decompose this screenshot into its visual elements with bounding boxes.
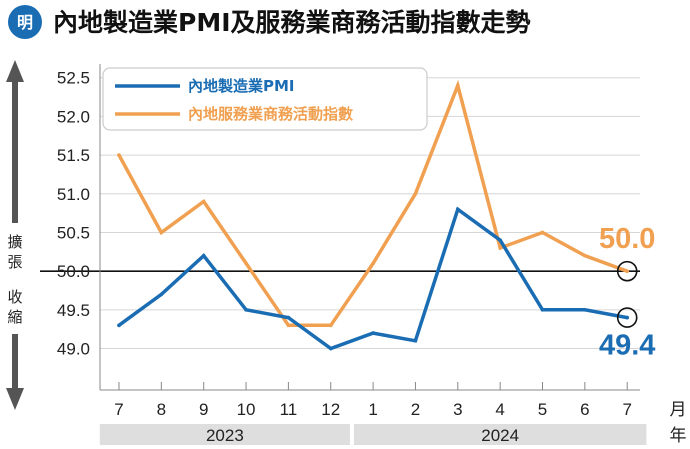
data-point [625, 269, 629, 273]
legend: 內地製造業PMI 內地服務業商務活動指數 [102, 67, 428, 131]
data-point [413, 191, 418, 196]
data-point [583, 253, 587, 258]
year-label: 2023 [206, 426, 244, 445]
arrow-down-head [6, 388, 24, 410]
x-tick-label: 1 [368, 400, 377, 419]
arrow-up-shaft [12, 80, 18, 223]
data-point [625, 315, 629, 320]
arrow-up-head [6, 60, 24, 82]
chart-title: 內地製造業PMI及服務業商務活動指數走勢 [53, 8, 531, 37]
label-contract-1: 收 [7, 288, 22, 306]
arrow-down-shaft [12, 334, 18, 390]
data-point [498, 238, 502, 243]
x-tick-label: 5 [538, 400, 547, 419]
x-tick-label: 3 [453, 400, 462, 419]
y-tick-label: 51.0 [57, 185, 90, 204]
x-unit-month: 月 [670, 400, 687, 420]
data-point [328, 323, 333, 328]
end-marker-circle [616, 260, 638, 282]
x-unit-year: 年 [670, 426, 687, 446]
data-point [413, 338, 418, 343]
data-point [456, 207, 460, 212]
series-line-manufacturing [117, 206, 629, 351]
x-tick-label: 12 [321, 400, 340, 419]
header: 明 內地製造業PMI及服務業商務活動指數走勢 [8, 5, 531, 39]
y-tick-label: 50.0 [57, 262, 90, 281]
label-contract-2: 縮 [7, 308, 22, 326]
badge-text: 明 [17, 13, 33, 32]
data-point [244, 261, 248, 266]
data-point [371, 261, 375, 266]
y-tick-label: 50.5 [57, 223, 90, 242]
y-tick-label: 52.5 [57, 69, 90, 88]
legend-label-manufacturing: 內地製造業PMI [188, 77, 295, 95]
data-point [286, 323, 291, 328]
legend-box [102, 67, 428, 131]
x-tick-label: 8 [157, 400, 166, 419]
x-tick-label: 11 [280, 400, 298, 419]
expansion-contraction-arrow: 擴 張 收 縮 [6, 60, 24, 410]
x-tick-label: 2 [411, 400, 420, 419]
end-label-manufacturing: 49.4 [599, 330, 655, 362]
data-point [117, 323, 121, 328]
x-tick-label: 9 [199, 400, 208, 419]
label-expand-2: 張 [7, 253, 22, 271]
year-band [99, 424, 350, 445]
y-tick-label: 52.0 [57, 107, 90, 126]
data-point [540, 230, 545, 235]
x-tick-label: 4 [495, 400, 504, 419]
y-tick-label: 49.0 [57, 340, 90, 359]
x-tick-label: 6 [580, 400, 589, 419]
data-point [159, 292, 164, 297]
plot-area: 49.049.550.050.551.051.552.052.57 8 9 10 11 1… [40, 64, 687, 446]
data-point [371, 331, 375, 335]
x-tick-label: 7 [114, 400, 123, 419]
data-point [201, 253, 206, 258]
end-marker-circle [616, 307, 638, 328]
label-expand-1: 擴 [7, 233, 22, 251]
data-point [117, 153, 121, 157]
y-tick-label: 49.5 [57, 301, 90, 320]
end-label-services: 50.0 [599, 223, 655, 255]
year-label: 2024 [481, 426, 519, 445]
x-tick-label: 10 [237, 400, 256, 419]
data-point [244, 308, 248, 312]
legend-label-services: 內地服務業商務活動指數 [188, 105, 353, 123]
data-point [201, 199, 206, 204]
y-tick-label: 51.5 [57, 146, 90, 165]
data-point [583, 308, 587, 312]
data-point [540, 308, 545, 312]
data-point [498, 246, 502, 250]
year-band [353, 424, 647, 445]
data-point [456, 83, 460, 88]
data-point [159, 230, 164, 235]
data-point [328, 346, 333, 351]
badge-circle [8, 5, 42, 39]
x-tick-label: 7 [622, 400, 631, 419]
data-point [286, 315, 291, 320]
